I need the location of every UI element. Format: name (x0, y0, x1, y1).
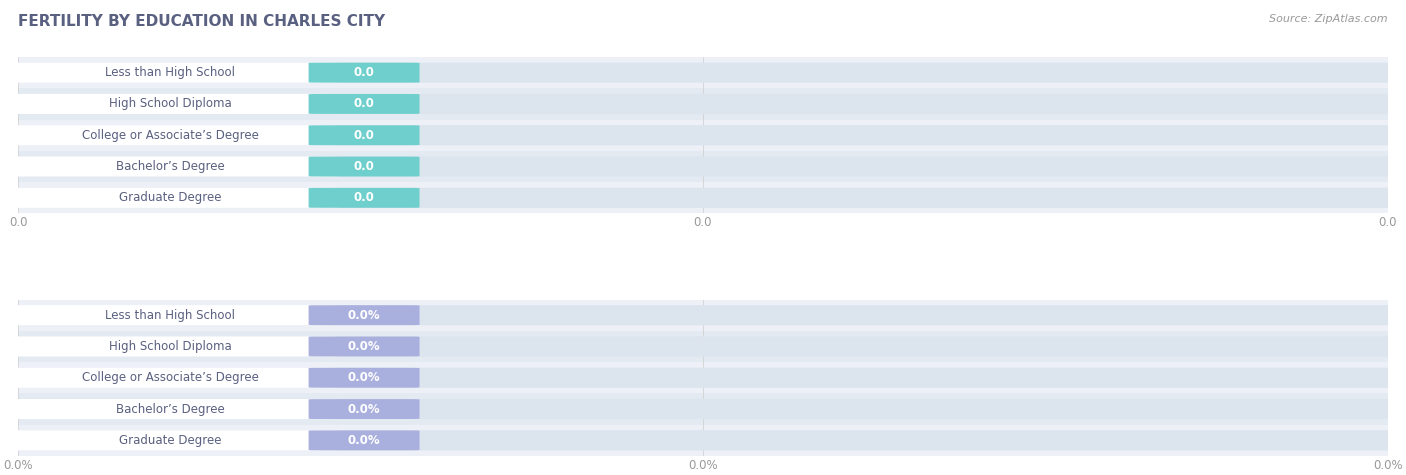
FancyBboxPatch shape (4, 94, 339, 114)
Bar (18, 362, 1388, 393)
FancyBboxPatch shape (308, 188, 419, 208)
FancyBboxPatch shape (4, 63, 339, 83)
FancyBboxPatch shape (4, 305, 1402, 325)
FancyBboxPatch shape (308, 94, 419, 114)
FancyBboxPatch shape (4, 125, 1402, 145)
FancyBboxPatch shape (308, 157, 419, 177)
Bar (18, 120, 1388, 151)
Text: 0.0%: 0.0% (347, 309, 381, 322)
FancyBboxPatch shape (308, 430, 419, 450)
FancyBboxPatch shape (4, 188, 339, 208)
Text: 0.0: 0.0 (354, 97, 374, 111)
Text: Source: ZipAtlas.com: Source: ZipAtlas.com (1270, 14, 1388, 24)
Text: 0.0%: 0.0% (347, 402, 381, 416)
FancyBboxPatch shape (308, 125, 419, 145)
FancyBboxPatch shape (308, 399, 419, 419)
FancyBboxPatch shape (4, 336, 1402, 357)
FancyBboxPatch shape (308, 368, 419, 388)
FancyBboxPatch shape (4, 399, 339, 419)
Text: Bachelor’s Degree: Bachelor’s Degree (115, 160, 225, 173)
Text: 0.0: 0.0 (354, 191, 374, 204)
FancyBboxPatch shape (4, 305, 339, 325)
Text: High School Diploma: High School Diploma (108, 340, 232, 353)
Bar (18, 182, 1388, 213)
Text: Less than High School: Less than High School (105, 309, 235, 322)
FancyBboxPatch shape (4, 156, 1402, 177)
FancyBboxPatch shape (4, 188, 1402, 208)
FancyBboxPatch shape (4, 368, 339, 388)
Text: College or Associate’s Degree: College or Associate’s Degree (82, 371, 259, 384)
Text: Graduate Degree: Graduate Degree (120, 434, 222, 447)
Text: Less than High School: Less than High School (105, 66, 235, 79)
FancyBboxPatch shape (308, 305, 419, 325)
Bar (18, 300, 1388, 331)
FancyBboxPatch shape (4, 94, 1402, 114)
FancyBboxPatch shape (4, 399, 1402, 419)
Bar (18, 425, 1388, 456)
Text: High School Diploma: High School Diploma (108, 97, 232, 111)
Bar (18, 151, 1388, 182)
Text: 0.0: 0.0 (354, 160, 374, 173)
Text: Graduate Degree: Graduate Degree (120, 191, 222, 204)
FancyBboxPatch shape (4, 430, 1402, 450)
FancyBboxPatch shape (4, 63, 1402, 83)
FancyBboxPatch shape (4, 156, 339, 177)
FancyBboxPatch shape (308, 63, 419, 83)
FancyBboxPatch shape (4, 368, 1402, 388)
Text: 0.0%: 0.0% (347, 340, 381, 353)
Text: College or Associate’s Degree: College or Associate’s Degree (82, 129, 259, 142)
Text: FERTILITY BY EDUCATION IN CHARLES CITY: FERTILITY BY EDUCATION IN CHARLES CITY (18, 14, 385, 29)
Bar (18, 331, 1388, 362)
Text: 0.0: 0.0 (354, 129, 374, 142)
Bar (18, 88, 1388, 120)
Text: 0.0%: 0.0% (347, 434, 381, 447)
FancyBboxPatch shape (4, 430, 339, 450)
Text: Bachelor’s Degree: Bachelor’s Degree (115, 402, 225, 416)
Text: 0.0%: 0.0% (347, 371, 381, 384)
FancyBboxPatch shape (4, 336, 339, 357)
Text: 0.0: 0.0 (354, 66, 374, 79)
Bar (18, 57, 1388, 88)
FancyBboxPatch shape (308, 336, 419, 356)
FancyBboxPatch shape (4, 125, 339, 145)
Bar (18, 393, 1388, 425)
